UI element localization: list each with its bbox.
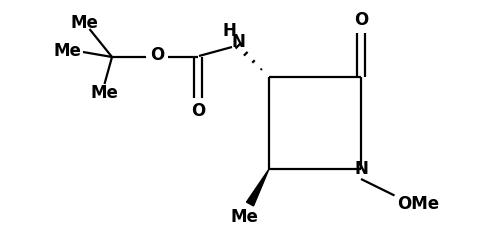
Text: Me: Me bbox=[91, 84, 118, 102]
Text: N: N bbox=[354, 160, 368, 178]
Text: O: O bbox=[354, 10, 368, 28]
Text: Me: Me bbox=[53, 42, 81, 60]
Polygon shape bbox=[246, 169, 269, 206]
Text: O: O bbox=[150, 45, 164, 64]
Text: Me: Me bbox=[230, 209, 258, 226]
Text: Me: Me bbox=[70, 14, 99, 32]
Text: H: H bbox=[222, 22, 236, 40]
Text: N: N bbox=[231, 33, 245, 51]
Text: O: O bbox=[191, 103, 205, 120]
Text: OMe: OMe bbox=[397, 195, 439, 213]
